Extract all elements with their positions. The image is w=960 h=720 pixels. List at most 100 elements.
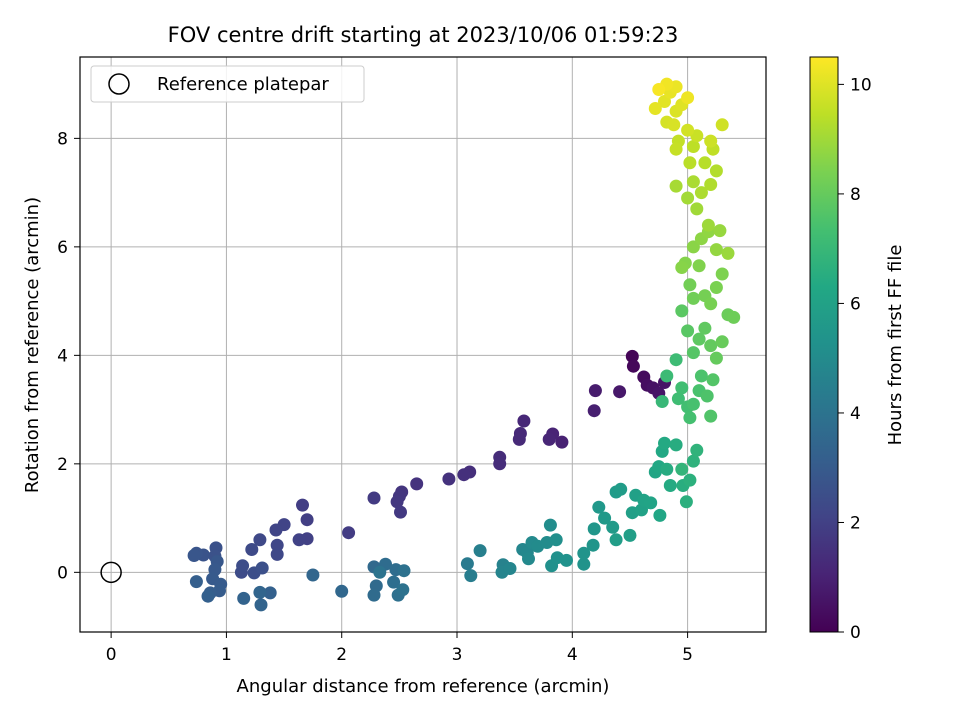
data-point: [709, 281, 723, 294]
data-point: [653, 508, 667, 522]
data-point: [706, 373, 720, 387]
data-point: [715, 118, 729, 132]
data-point: [686, 140, 700, 153]
grid-lines: [80, 57, 766, 632]
data-point: [410, 477, 424, 491]
legend-marker-icon: [108, 73, 130, 95]
data-point: [675, 462, 689, 476]
data-point: [335, 584, 349, 598]
y-axis-label: Rotation from reference (arcmin): [22, 197, 43, 493]
data-point: [694, 186, 708, 200]
data-point: [683, 156, 697, 170]
data-point: [669, 142, 683, 156]
data-point: [560, 553, 573, 567]
data-point: [690, 443, 704, 457]
data-point: [686, 346, 700, 360]
x-axis-label: Angular distance from reference (arcmin): [237, 676, 610, 697]
data-point: [713, 224, 727, 238]
data-point: [396, 583, 410, 597]
data-point: [270, 547, 284, 561]
data-point: [704, 297, 718, 311]
data-point: [686, 240, 700, 254]
data-point: [577, 546, 591, 560]
data-point: [681, 91, 695, 105]
data-point: [609, 533, 623, 547]
data-point: [237, 591, 251, 605]
data-point: [460, 557, 474, 571]
data-point: [263, 586, 277, 600]
colorbar-tick-label: 4: [850, 404, 861, 424]
data-point: [517, 414, 531, 428]
data-point: [675, 381, 689, 395]
data-point: [367, 491, 381, 505]
data-point: [669, 179, 683, 193]
data-point: [698, 156, 712, 170]
data-point: [658, 436, 671, 450]
data-point: [692, 259, 706, 273]
data-point: [704, 178, 718, 191]
data-point: [686, 175, 700, 189]
data-point: [394, 505, 407, 519]
data-point: [704, 134, 718, 148]
colorbar-tick-label: 0: [850, 623, 861, 643]
data-point: [587, 404, 601, 418]
data-point: [669, 353, 683, 367]
reference-platepar-marker: [100, 561, 122, 584]
data-point: [709, 351, 723, 365]
data-point: [254, 598, 268, 612]
data-point: [686, 397, 700, 411]
data-point: [692, 332, 706, 346]
data-point: [598, 511, 612, 525]
data-point: [543, 518, 557, 532]
data-point: [270, 538, 284, 552]
data-point: [704, 339, 718, 353]
legend-label: Reference platepar: [157, 74, 329, 95]
x-tick-label: 4: [567, 645, 578, 665]
data-point: [698, 321, 712, 335]
data-point: [652, 83, 666, 96]
data-point: [473, 544, 487, 558]
data-point: [493, 457, 507, 471]
data-point: [587, 522, 601, 536]
data-point: [577, 557, 591, 571]
data-point: [671, 392, 685, 406]
data-point: [397, 564, 411, 578]
data-point: [592, 500, 606, 514]
data-point: [715, 335, 729, 349]
data-point: [442, 472, 456, 486]
data-point: [660, 369, 674, 383]
x-tick-label: 1: [221, 645, 232, 665]
data-point: [686, 291, 700, 305]
data-point: [255, 561, 269, 575]
y-tick-label: 2: [57, 455, 68, 475]
data-point: [236, 559, 250, 573]
data-point: [387, 575, 401, 589]
y-tick-label: 6: [57, 238, 68, 258]
data-point: [549, 533, 563, 547]
data-point: [704, 409, 718, 423]
colorbar-tick-label: 8: [850, 185, 861, 205]
data-point: [606, 520, 620, 534]
data-point: [189, 575, 203, 589]
data-point: [686, 454, 700, 468]
data-point: [675, 261, 689, 274]
data-point: [586, 538, 600, 552]
legend: Reference platepar: [90, 65, 365, 103]
data-point: [690, 202, 704, 216]
data-point: [269, 523, 283, 537]
data-point: [503, 562, 517, 575]
data-point: [669, 438, 683, 452]
colorbar: 0 2 4 6 8 10 Hours from first FF file: [809, 56, 906, 643]
data-point: [555, 435, 569, 449]
y-axis-ticks: 0 2 4 6 8: [57, 129, 80, 583]
data-point: [613, 385, 627, 399]
data-point: [681, 324, 695, 338]
data-point: [701, 218, 715, 232]
chart-title: FOV centre drift starting at 2023/10/06 …: [168, 23, 679, 47]
data-point: [457, 468, 471, 482]
data-point: [245, 543, 259, 556]
x-tick-label: 3: [452, 645, 463, 665]
data-point: [683, 473, 697, 487]
plot-frame: [79, 56, 767, 633]
